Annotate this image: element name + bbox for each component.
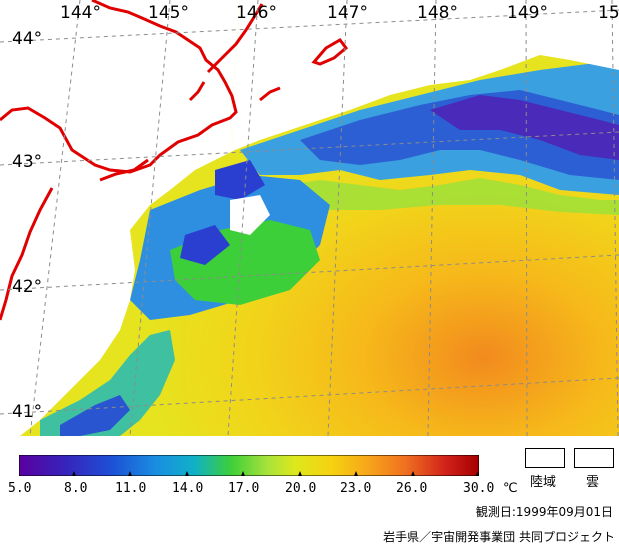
coastline-hokkaido (0, 0, 238, 321)
colorbar-tick-20 (298, 471, 302, 476)
credit-line: 岩手県／宇宙開発事業団 共同プロジェクト (383, 530, 615, 544)
colorbar-label-17: 17.0 (228, 481, 260, 496)
colorbar-label-30: 30.0 (463, 481, 495, 496)
longitude-label-149: 149° (507, 3, 548, 23)
colorbar-label-14: 14.0 (172, 481, 204, 496)
colorbar-label-5: 5.0 (8, 481, 32, 496)
observation-date: 観測日:1999年09月01日 (475, 505, 613, 519)
southern-coastal-blue (60, 395, 130, 436)
longitude-label-150: 15 (598, 3, 619, 23)
coastline-kurils (188, 3, 349, 102)
cloud-legend-label: 雲 (586, 475, 600, 490)
graticule (0, 0, 619, 436)
latitude-label-42: 42° (12, 277, 43, 297)
colorbar-label-23: 23.0 (340, 481, 372, 496)
land-legend-swatch (525, 448, 565, 468)
land-legend-label: 陸域 (530, 475, 557, 490)
sst-map (0, 0, 619, 436)
longitude-label-147: 147° (327, 3, 368, 23)
longitude-label-144: 144° (60, 3, 101, 23)
latitude-label-43: 43° (12, 152, 43, 172)
colorbar-label-26: 26.0 (396, 481, 428, 496)
colorbar-tick-14 (185, 471, 189, 476)
cloud-area-west (0, 0, 240, 436)
cloud-legend-swatch (574, 448, 614, 468)
cloud-patch-center (230, 195, 270, 235)
temperature-unit: ℃ (503, 481, 518, 496)
colorbar-tick-26 (411, 471, 415, 476)
colorbar-label-8: 8.0 (64, 481, 88, 496)
longitude-label-148: 148° (417, 3, 458, 23)
colorbar-label-20: 20.0 (285, 481, 317, 496)
colorbar-label-11: 11.0 (115, 481, 147, 496)
cloud-area-north (230, 0, 619, 150)
colorbar-tick-8 (72, 471, 76, 476)
cold-water-violet (430, 95, 619, 160)
colorbar-tick-17 (241, 471, 245, 476)
latitude-label-41: 41° (12, 402, 43, 422)
colorbar-tick-30 (475, 471, 479, 476)
coastline-shiretoko (99, 158, 149, 182)
colorbar-tick-23 (354, 471, 358, 476)
temperature-colorbar (19, 455, 479, 476)
colorbar-tick-11 (128, 471, 132, 476)
latitude-label-44: 44° (12, 29, 43, 49)
blue-patches (180, 160, 265, 265)
longitude-label-145: 145° (148, 3, 189, 23)
longitude-label-146: 146° (236, 3, 277, 23)
green-front (260, 178, 619, 215)
